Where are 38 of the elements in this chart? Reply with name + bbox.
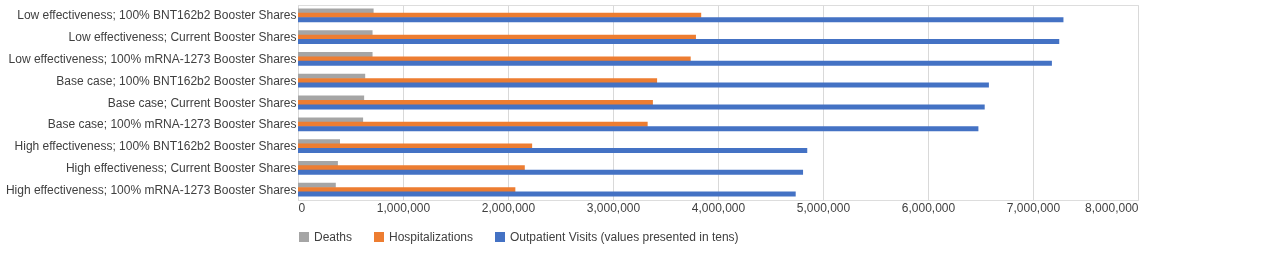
y-tick-label: High effectiveness; 100% BNT162b2 Booster Shares [14,139,297,154]
x-tick-label: 4,000,000 [691,200,746,215]
bar [298,78,658,84]
bar [298,82,989,88]
y-tick-label: Low effectiveness; 100% mRNA-1273 Booster Shares [8,51,297,66]
legend-label: Deaths [314,230,353,244]
x-tick-label: 6,000,000 [901,200,956,215]
x-tick-label: 2,000,000 [481,200,536,215]
x-tick-label: 3,000,000 [586,200,641,215]
y-tick-label: Low effectiveness; 100% BNT162b2 Booster Shares [17,8,297,23]
bar [298,56,691,62]
y-tick-label: Base case; 100% mRNA-1273 Booster Shares [47,117,297,132]
bar [298,104,985,110]
legend-label: Hospitalizations [389,230,474,244]
y-tick-label: High effectiveness; 100% mRNA-1273 Booster Shares [5,182,297,197]
bar [298,17,1064,23]
bar [298,30,373,36]
legend-label: Outpatient Visits (values presented in tens) [510,230,739,244]
bar [298,165,525,171]
y-tick-label: Base case; Current Booster Shares [107,95,297,110]
bar [298,117,364,123]
bar [298,147,808,153]
bar [298,191,796,197]
bar [298,60,1052,66]
x-tick-label: 1,000,000 [376,200,431,215]
x-tick-label: 7,000,000 [1006,200,1061,215]
y-tick-label: High effectiveness; Current Booster Shares [65,160,297,175]
y-tick-label: Base case; 100% BNT162b2 Booster Shares [56,73,297,88]
x-tick-label: 0 [298,200,306,215]
bar [298,187,516,193]
bar [298,139,340,145]
bar [298,126,979,132]
bar [298,169,804,175]
bar [298,8,374,14]
y-tick-label: Low effectiveness; Current Booster Shares [68,30,297,45]
bar [298,39,1060,45]
x-tick-label: 8,000,000 [1085,200,1139,215]
x-tick-label: 5,000,000 [796,200,851,215]
